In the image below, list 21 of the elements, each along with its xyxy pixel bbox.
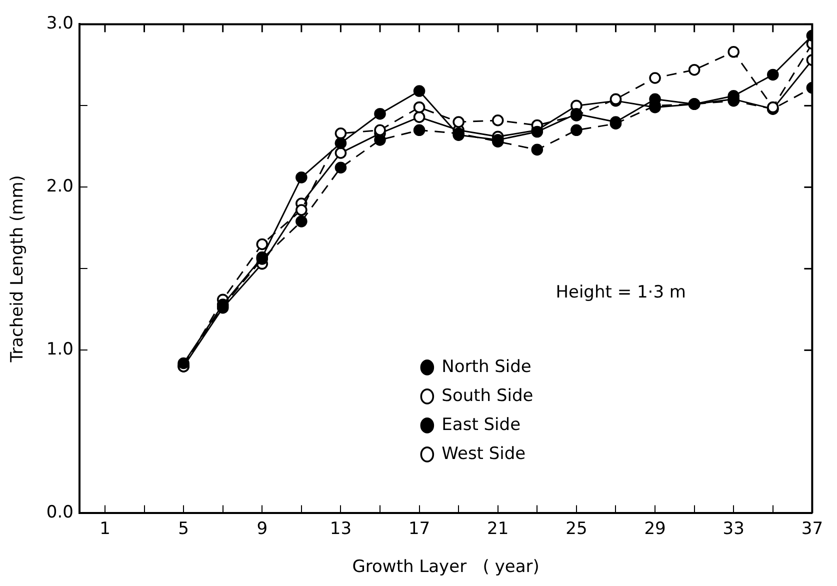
legend-label: East Side (442, 414, 521, 435)
x-tick-label: 5 (178, 518, 189, 539)
x-tick-label: 25 (566, 518, 588, 539)
x-tick-label: 29 (644, 518, 666, 539)
x-axis-title: Growth Layer ( year) (352, 557, 540, 578)
y-tick-label: 3.0 (46, 14, 74, 34)
x-tick-label: 17 (408, 518, 430, 539)
x-tick-label: 33 (722, 518, 744, 539)
legend-label: North Side (442, 356, 532, 377)
y-tick-label: 1.0 (46, 340, 74, 360)
legend-label: South Side (442, 386, 534, 406)
x-tick-label: 13 (330, 518, 352, 539)
y-tick-label: 2.0 (46, 176, 74, 197)
x-tick-label: 37 (801, 518, 824, 539)
x-tick-label: 21 (487, 518, 509, 539)
legend-label: West Side (442, 444, 526, 464)
x-tick-label: 9 (256, 518, 268, 539)
y-tick-label: 0.0 (46, 502, 74, 523)
annotation: Height = 1·3 m (556, 282, 686, 303)
x-tick-label: 1 (100, 518, 110, 539)
y-axis-title: Tracheid Length (mm) (8, 175, 28, 364)
